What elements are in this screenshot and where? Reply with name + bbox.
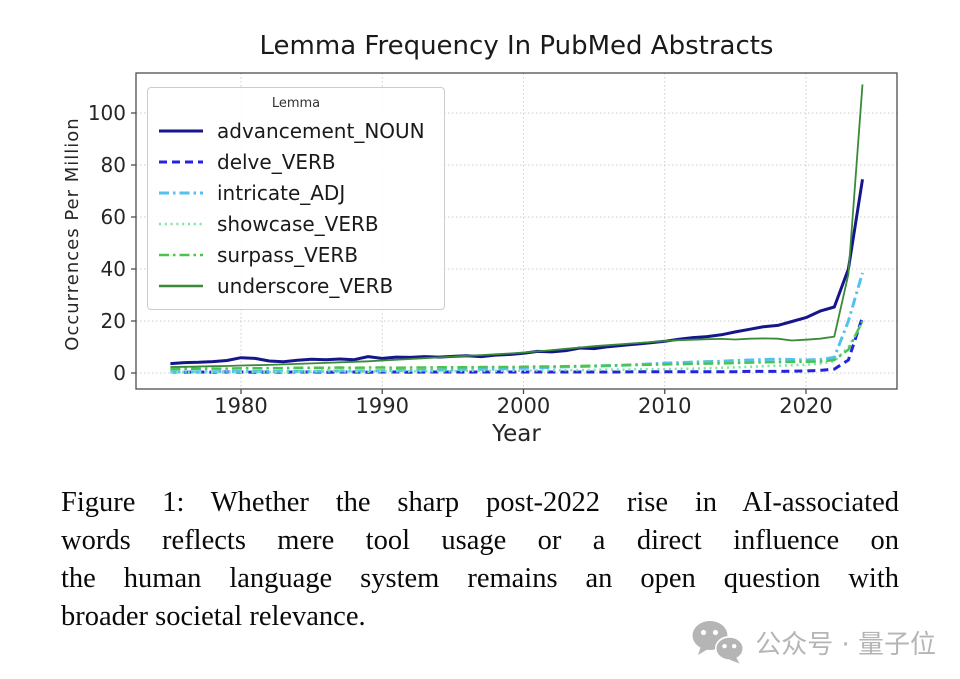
y-tick-label: 20 <box>101 309 126 333</box>
line-chart: 1980 1990 2000 2010 2020 0 20 40 60 80 100 <box>88 72 898 418</box>
y-axis-label: Occurrences Per Million <box>62 117 83 351</box>
caption-line: words reflects mere tool usage or a dire… <box>61 525 899 556</box>
legend-item-advancement_NOUN: advancement_NOUN <box>158 115 434 146</box>
legend-label: delve_VERB <box>217 149 336 174</box>
legend-line-swatch <box>159 129 203 132</box>
caption-line: broader societal relevance. <box>61 601 366 632</box>
legend-label: showcase_VERB <box>217 211 379 236</box>
watermark-text: 公众号 · 量子位 <box>755 629 936 660</box>
x-tick-label: 2000 <box>497 394 550 418</box>
series-line-delve_VERB <box>170 316 864 374</box>
y-tick-label: 0 <box>113 361 126 385</box>
y-tick-label: 60 <box>101 205 126 229</box>
legend-label: surpass_VERB <box>217 242 359 267</box>
legend-label: advancement_NOUN <box>217 118 425 143</box>
x-tick-label: 1980 <box>214 394 267 418</box>
legend-item-surpass_VERB: surpass_VERB <box>158 239 434 270</box>
legend-label: underscore_VERB <box>217 273 394 298</box>
x-tick-label: 1990 <box>356 394 409 418</box>
legend-label: intricate_ADJ <box>217 180 346 205</box>
legend-line-swatch <box>159 160 203 163</box>
legend-item-intricate_ADJ: intricate_ADJ <box>158 177 434 208</box>
legend-line-swatch <box>159 191 203 194</box>
legend-item-delve_VERB: delve_VERB <box>158 146 434 177</box>
legend: Lemma advancement_NOUN delve_VERB intricat… <box>147 87 445 310</box>
wechat-icon <box>692 621 745 664</box>
caption-line: the human language system remains an ope… <box>61 563 899 594</box>
series-line-underscore_VERB <box>170 84 864 368</box>
x-axis-label: Year <box>492 421 541 447</box>
watermark: 公众号 · 量子位 <box>691 620 936 664</box>
legend-item-underscore_VERB: underscore_VERB <box>158 270 434 301</box>
series-line-surpass_VERB <box>170 320 864 371</box>
series-line-intricate_ADJ <box>170 272 864 374</box>
legend-line-swatch <box>159 222 203 225</box>
chart-title: Lemma Frequency In PubMed Abstracts <box>259 31 774 61</box>
legend-line-swatch <box>159 284 203 287</box>
figure-caption: Figure 1: Whether the sharp post-2022 ri… <box>61 484 899 636</box>
legend-item-showcase_VERB: showcase_VERB <box>158 208 434 239</box>
plot-border <box>135 72 898 390</box>
caption-line: Figure 1: Whether the sharp post-2022 ri… <box>61 487 899 518</box>
x-tick-label: 2010 <box>638 394 691 418</box>
y-tick-label: 100 <box>88 101 126 125</box>
legend-title: Lemma <box>271 96 321 111</box>
y-tick-label: 40 <box>101 257 126 281</box>
x-tick-label: 2020 <box>779 394 832 418</box>
y-tick-label: 80 <box>101 153 126 177</box>
legend-line-swatch <box>159 253 203 256</box>
